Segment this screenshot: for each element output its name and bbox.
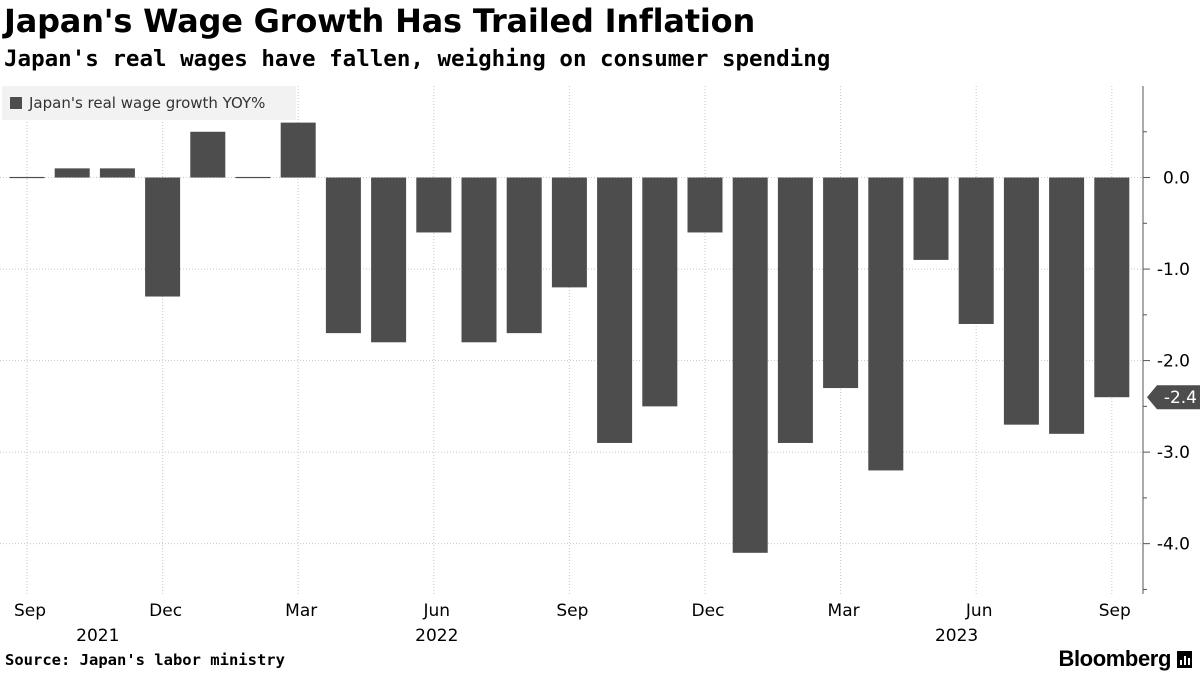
- bar: [54, 168, 90, 178]
- x-tick-label: Sep: [1099, 601, 1131, 621]
- bar: [235, 176, 271, 179]
- bar: [551, 177, 587, 288]
- bar: [190, 131, 226, 178]
- bar: [642, 177, 678, 407]
- bar: [280, 122, 316, 178]
- chart-title: Japan's Wage Growth Has Trailed Inflatio…: [4, 2, 756, 40]
- y-tick-label: -4.0: [1157, 535, 1190, 555]
- year-label: 2023: [935, 626, 978, 646]
- bar: [371, 177, 407, 343]
- bar: [461, 177, 497, 343]
- x-tick-label: Jun: [965, 601, 993, 621]
- legend-label: Japan's real wage growth YOY%: [29, 94, 266, 112]
- bar: [868, 177, 904, 471]
- bloomberg-bars-icon: [1177, 650, 1192, 668]
- bar: [597, 177, 633, 443]
- bar: [416, 177, 452, 233]
- brand-name: Bloomberg: [1058, 646, 1171, 671]
- y-tick-label: -2.0: [1157, 352, 1190, 372]
- y-tick-label: -3.0: [1157, 443, 1190, 463]
- bar: [687, 177, 723, 233]
- y-tick-label: 0.0: [1163, 169, 1190, 189]
- bar: [1003, 177, 1039, 425]
- bar: [732, 177, 768, 553]
- last-value-label: -2.4: [1164, 388, 1197, 408]
- bar: [9, 176, 45, 179]
- x-tick-label: Mar: [828, 601, 860, 621]
- bar: [1094, 177, 1130, 398]
- x-tick-label: Jun: [423, 601, 451, 621]
- bar: [325, 177, 361, 334]
- bar: [913, 177, 949, 260]
- bar: [99, 168, 135, 178]
- x-tick-label: Sep: [556, 601, 588, 621]
- year-label: 2021: [76, 626, 119, 646]
- bar: [506, 177, 542, 334]
- last-value-marker: [1147, 385, 1200, 410]
- year-label: 2022: [415, 626, 458, 646]
- x-tick-label: Sep: [14, 601, 46, 621]
- source-note: Source: Japan's labor ministry: [5, 651, 285, 669]
- x-tick-label: Dec: [149, 601, 182, 621]
- bar: [823, 177, 859, 389]
- y-tick-label: -1.0: [1157, 260, 1190, 280]
- bar: [777, 177, 813, 443]
- bar: [958, 177, 994, 324]
- legend: Japan's real wage growth YOY%: [2, 86, 296, 120]
- legend-swatch: [10, 97, 22, 109]
- bar: [145, 177, 181, 297]
- x-tick-label: Dec: [692, 601, 725, 621]
- x-tick-label: Mar: [285, 601, 317, 621]
- chart-subtitle: Japan's real wages have fallen, weighing…: [4, 46, 831, 72]
- bar: [1049, 177, 1085, 434]
- brand: Bloomberg: [1058, 646, 1192, 672]
